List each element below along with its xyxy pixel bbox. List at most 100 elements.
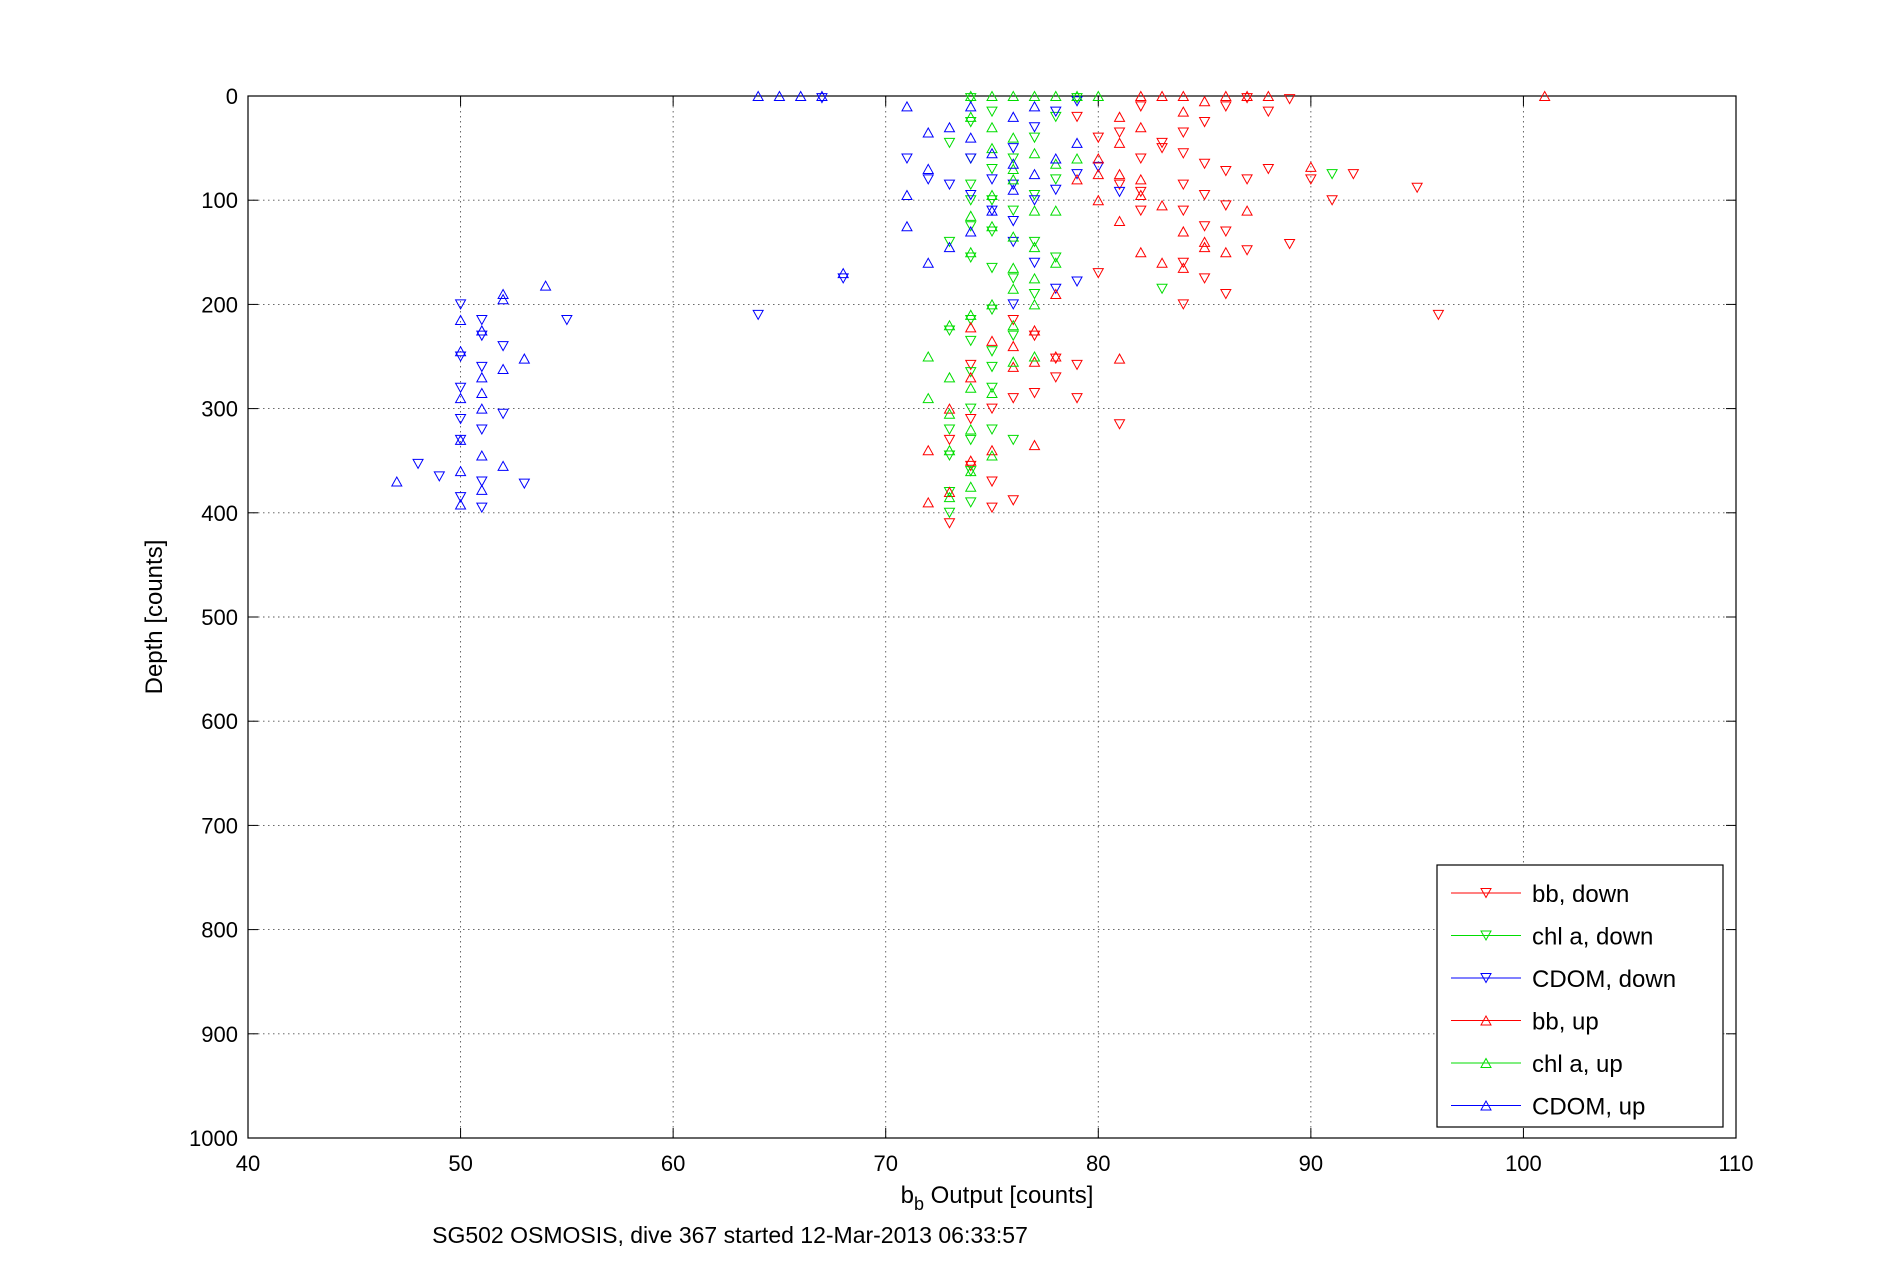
data-point (986, 205, 998, 216)
data-point (1007, 495, 1020, 506)
data-point (1326, 169, 1338, 180)
data-point (752, 309, 765, 321)
data-point (1007, 111, 1020, 122)
data-point (1028, 241, 1041, 253)
data-point (964, 382, 977, 393)
data-point (1177, 262, 1190, 273)
data-point (1134, 153, 1147, 165)
legend-marker (1480, 930, 1492, 942)
data-point (1177, 205, 1190, 217)
data-point (752, 90, 765, 101)
data-point (1007, 184, 1020, 195)
data-point (1007, 163, 1020, 174)
data-point (1007, 173, 1020, 185)
data-point (1071, 393, 1083, 404)
data-point (986, 90, 998, 101)
data-point (943, 491, 956, 503)
data-point (1219, 226, 1232, 237)
data-point (1092, 268, 1105, 279)
data-point (964, 132, 977, 143)
data-point (475, 424, 488, 435)
data-point (1113, 186, 1126, 198)
data-point (964, 367, 977, 378)
data-point (986, 403, 998, 415)
data-point (1028, 147, 1041, 159)
data-point (1028, 168, 1041, 180)
x-tick-label: 110 (1718, 1151, 1753, 1176)
data-point (1241, 90, 1253, 101)
data-point (1134, 205, 1147, 217)
data-point (1007, 236, 1020, 248)
data-point (943, 444, 956, 456)
legend-entry: chl a, down (1451, 924, 1653, 951)
legend-label: bb, up (1532, 1009, 1599, 1036)
data-point (1219, 101, 1232, 112)
data-point (794, 90, 807, 101)
data-point (475, 315, 488, 326)
data-point (943, 450, 956, 462)
data-point (1134, 90, 1147, 101)
legend-marker (1480, 888, 1492, 899)
data-point (1113, 168, 1126, 180)
data-point (816, 90, 828, 101)
y-tick-label: 900 (201, 1022, 238, 1047)
data-point (1219, 90, 1232, 101)
data-point (454, 382, 467, 394)
data-point (964, 497, 977, 508)
legend-entry: CDOM, down (1451, 966, 1676, 993)
data-point (1219, 246, 1232, 258)
data-point (1028, 257, 1041, 269)
data-point (986, 502, 998, 514)
series-cdom-up (390, 90, 1083, 510)
data-point (1156, 143, 1168, 154)
data-point (433, 471, 446, 482)
data-point (1007, 299, 1020, 310)
x-tick-label: 40 (236, 1151, 260, 1176)
legend-marker (1480, 1099, 1492, 1111)
y-tick-label: 800 (201, 918, 238, 943)
data-point (986, 361, 998, 373)
data-point (1028, 439, 1041, 451)
legend: bb, down chl a, down CDOM, down bb, up chl a… (1436, 864, 1724, 1128)
y-tick-labels: 0 100 200 300 400 500 600 700 800 900 1000 (189, 84, 238, 1151)
data-point (1049, 350, 1062, 362)
y-tick-label: 1000 (189, 1126, 238, 1151)
data-point (964, 210, 977, 221)
data-point (986, 382, 998, 394)
data-point (1049, 152, 1062, 164)
data-point (1028, 288, 1041, 300)
data-point (454, 434, 467, 445)
data-point (1049, 257, 1062, 268)
data-point (986, 195, 998, 206)
data-point (1219, 166, 1232, 177)
data-point (1071, 152, 1083, 164)
data-point (454, 314, 467, 326)
data-point (1262, 90, 1275, 101)
data-point (1028, 122, 1041, 133)
data-point (1007, 90, 1020, 101)
data-point (901, 100, 913, 112)
data-point (1326, 195, 1338, 206)
data-point (964, 434, 977, 446)
data-point (1007, 132, 1020, 143)
data-point (1241, 245, 1253, 256)
data-point (475, 476, 488, 488)
data-point (1028, 272, 1041, 284)
data-point (922, 126, 935, 138)
data-point (943, 319, 956, 331)
data-point (964, 221, 977, 232)
data-point (922, 350, 935, 362)
series-bb-down (943, 93, 1445, 529)
data-point (475, 387, 488, 398)
data-point (901, 220, 913, 232)
data-point (1092, 152, 1105, 164)
data-point (1028, 100, 1041, 112)
chart-caption: SG502 OSMOSIS, dive 367 started 12-Mar-2… (432, 1222, 1028, 1248)
data-point (1028, 195, 1041, 206)
y-tick-label: 600 (201, 709, 238, 734)
legend-box (1436, 864, 1724, 1128)
data-point (1177, 179, 1190, 191)
data-point (943, 179, 956, 191)
data-point (1198, 273, 1211, 284)
legend-entry: bb, up (1451, 1009, 1599, 1036)
